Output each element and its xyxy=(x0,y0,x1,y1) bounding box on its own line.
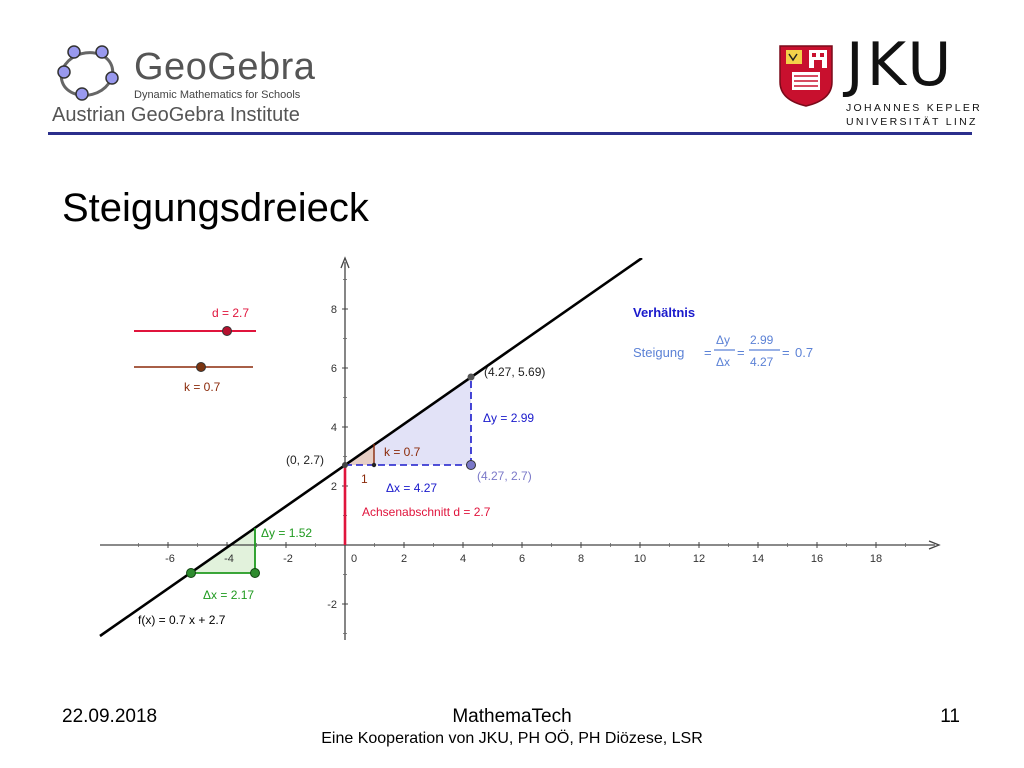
page-number: 11 xyxy=(940,706,960,727)
x-tick-label: 10 xyxy=(634,553,646,565)
x-tick-label: 2 xyxy=(401,553,407,565)
unit-point[interactable] xyxy=(371,462,377,468)
ratio-dy: Δy xyxy=(716,333,730,347)
intercept-point[interactable] xyxy=(342,462,348,468)
x-tick-label: -6 xyxy=(165,553,175,565)
green-dy-label: Δy = 1.52 xyxy=(261,526,312,540)
footer-title: MathemaTech xyxy=(452,706,572,727)
slider-k-label: k = 0.7 xyxy=(184,380,221,394)
ratio-num: 2.99 xyxy=(750,333,774,347)
jku-name: JKU xyxy=(846,30,955,100)
ratio-heading: Verhältnis xyxy=(633,305,695,320)
geogebra-logo: GeoGebra Dynamic Mathematics for Schools… xyxy=(48,40,348,135)
green-point-left[interactable] xyxy=(186,568,196,578)
slider-d[interactable] xyxy=(134,326,256,336)
slider-k-handle[interactable] xyxy=(196,362,206,372)
big-triangle-dx-label: Δx = 4.27 xyxy=(386,481,437,495)
big-triangle-dy-label: Δy = 2.99 xyxy=(483,411,534,425)
green-dx-label: Δx = 2.17 xyxy=(203,588,254,602)
geogebra-tagline: Dynamic Mathematics for Schools xyxy=(134,89,301,101)
jku-line2: UNIVERSITÄT LINZ xyxy=(846,116,978,128)
intercept-point-label: (0, 2.7) xyxy=(286,453,324,467)
jku-logo: JKU JOHANNES KEPLER UNIVERSITÄT LINZ xyxy=(778,30,980,133)
x-tick-label: 0 xyxy=(351,553,357,565)
y-tick-labels: -2 2 4 6 8 xyxy=(327,304,337,611)
top-point[interactable] xyxy=(467,373,475,381)
y-axis xyxy=(340,256,350,640)
x-tick-label: 4 xyxy=(460,553,466,565)
x-tick-label: 8 xyxy=(578,553,584,565)
axis-tick-marks xyxy=(138,279,906,634)
slider-k[interactable] xyxy=(134,362,253,372)
jku-line1: JOHANNES KEPLER xyxy=(846,102,983,114)
ratio-den: 4.27 xyxy=(750,355,774,369)
y-tick-label: 2 xyxy=(331,481,337,493)
intercept-label: Achsenabschnitt d = 2.7 xyxy=(362,505,491,519)
ratio-eq-2: = xyxy=(737,345,745,360)
header-divider xyxy=(48,132,972,135)
x-axis xyxy=(100,540,941,550)
ratio-formula: Steigung = Δy Δx = 2.99 4.27 = 0.7 xyxy=(633,333,813,369)
corner-point[interactable] xyxy=(466,460,476,470)
ratio-dx: Δx xyxy=(716,355,730,369)
y-tick-label: 8 xyxy=(331,304,337,316)
green-point-right[interactable] xyxy=(250,568,260,578)
ratio-word: Steigung xyxy=(633,345,684,360)
x-tick-label: 18 xyxy=(870,553,882,565)
small-triangle-k-label: k = 0.7 xyxy=(384,445,421,459)
top-point-label: (4.27, 5.69) xyxy=(484,365,545,379)
x-tick-label: -2 xyxy=(283,553,293,565)
small-triangle-one-label: 1 xyxy=(361,472,368,486)
x-tick-labels: -6 -4 -2 0 2 4 6 8 10 12 14 16 18 xyxy=(165,553,882,565)
function-line xyxy=(99,258,643,638)
y-tick-label: 4 xyxy=(331,422,337,434)
corner-point-label: (4.27, 2.7) xyxy=(477,469,532,483)
x-tick-label: -4 xyxy=(224,553,234,565)
x-tick-label: 6 xyxy=(519,553,525,565)
footer-date: 22.09.2018 xyxy=(62,706,158,727)
footer-subtitle: Eine Kooperation von JKU, PH OÖ, PH Diöz… xyxy=(321,730,703,747)
jku-crest-icon xyxy=(779,45,833,107)
y-tick-label: 6 xyxy=(331,363,337,375)
slider-d-handle[interactable] xyxy=(222,326,232,336)
geogebra-name: GeoGebra xyxy=(134,46,316,88)
y-tick-label: -2 xyxy=(327,599,337,611)
x-tick-label: 14 xyxy=(752,553,764,565)
x-tick-label: 16 xyxy=(811,553,823,565)
geogebra-institute: Austrian GeoGebra Institute xyxy=(52,104,300,126)
slider-d-label: d = 2.7 xyxy=(212,306,249,320)
slide-title: Steigungsdreieck xyxy=(62,186,369,230)
ratio-eq-3: = xyxy=(782,345,790,360)
geogebra-icon xyxy=(57,45,119,101)
x-tick-label: 12 xyxy=(693,553,705,565)
ratio-result: 0.7 xyxy=(795,345,813,360)
ratio-eq-1: = xyxy=(704,345,712,360)
function-label: f(x) = 0.7 x + 2.7 xyxy=(138,613,226,627)
